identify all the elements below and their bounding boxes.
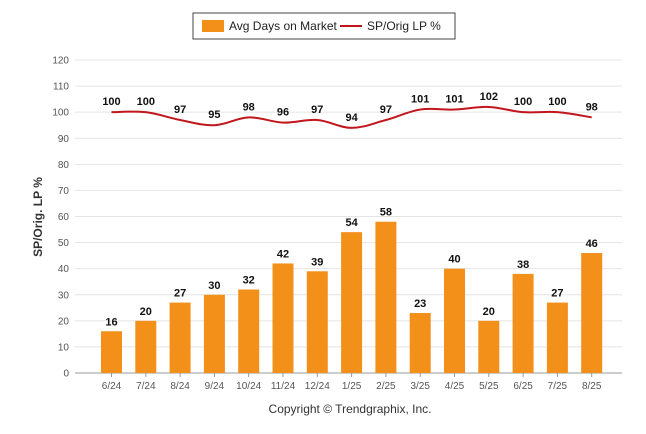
bar-value-label: 27 (551, 288, 563, 300)
bar-value-label: 42 (277, 248, 289, 260)
x-tick-label: 4/25 (445, 381, 465, 392)
bar-value-label: 58 (380, 207, 392, 219)
bar-value-label: 30 (208, 280, 220, 292)
bar-value-label: 27 (174, 288, 186, 300)
bar (375, 221, 397, 373)
bar (272, 263, 294, 373)
bar (409, 313, 431, 373)
bar-series (101, 221, 603, 373)
y-tick-label: 110 (53, 82, 69, 93)
line-value-label: 96 (277, 107, 289, 119)
x-tick-label: 11/24 (271, 381, 296, 392)
data-labels: 16 20 27 30 32 42 39 54 58 23 40 20 38 27 46 100 100 97 95… (102, 91, 598, 328)
bar (203, 294, 225, 373)
x-tick-label: 12/24 (305, 381, 330, 392)
x-tick-label: 8/25 (582, 381, 602, 392)
y-tick-label: 100 (52, 108, 69, 119)
y-tick-label: 0 (63, 369, 69, 380)
legend-box (192, 12, 456, 40)
bar-value-label: 23 (414, 298, 426, 310)
line-value-label: 95 (208, 109, 220, 121)
y-tick-label: 40 (58, 264, 70, 275)
line-value-label: 97 (380, 104, 392, 116)
bar (101, 331, 122, 373)
line-value-label: 97 (311, 104, 323, 116)
line-value-label: 100 (137, 96, 155, 108)
y-tick-label: 90 (58, 134, 70, 145)
bar-value-label: 32 (243, 275, 255, 287)
bar (238, 289, 260, 373)
bar (512, 273, 534, 373)
x-tick-label: 1/25 (342, 381, 362, 392)
line-value-label: 100 (548, 96, 566, 108)
line-value-label: 102 (480, 91, 498, 103)
y-tick-label: 120 (52, 56, 69, 67)
line-series (111, 105, 592, 129)
bar-value-label: 20 (483, 306, 495, 318)
x-tick-label: 6/24 (102, 381, 122, 392)
line-value-label: 94 (345, 112, 358, 124)
x-tick-label: 3/25 (410, 381, 430, 392)
legend: Avg Days on Market SP/Orig LP % (192, 12, 456, 40)
y-tick-label: 30 (58, 290, 70, 301)
bar-value-label: 40 (448, 254, 460, 266)
bar-value-label: 38 (517, 259, 529, 271)
bar (169, 302, 191, 373)
legend-bar-swatch (202, 20, 224, 32)
bar (135, 320, 157, 373)
line-value-label: 101 (445, 94, 463, 106)
x-tick-label: 5/25 (479, 381, 499, 392)
x-tick-label: 10/24 (236, 381, 261, 392)
y-axis-title: SP/Orig. LP % (31, 177, 45, 257)
line-value-label: 101 (411, 94, 429, 106)
x-tick-label: 7/25 (548, 381, 568, 392)
bar (306, 271, 328, 373)
bar-value-label: 39 (311, 256, 323, 268)
line-value-label: 100 (514, 96, 532, 108)
bar (341, 232, 363, 373)
line-value-label: 98 (243, 101, 255, 113)
y-tick-label: 10 (58, 342, 70, 353)
x-tick-label: 8/24 (170, 381, 190, 392)
x-tick-label: 7/24 (136, 381, 156, 392)
x-tick-label: 9/24 (205, 381, 225, 392)
y-tick-label: 50 (58, 238, 70, 249)
bar-value-label: 54 (345, 217, 358, 229)
line-value-label: 98 (586, 101, 598, 113)
line-value-label: 100 (102, 96, 120, 108)
line-value-label: 97 (174, 104, 186, 116)
bar (581, 253, 603, 373)
y-tick-label: 60 (58, 212, 70, 223)
line-series-path (111, 105, 592, 129)
bar (444, 268, 465, 373)
bar (478, 320, 500, 373)
x-tick-label: 2/25 (376, 381, 396, 392)
legend-label-line: SP/Orig LP % (367, 19, 441, 33)
x-tick-label: 6/25 (513, 381, 533, 392)
legend-label-bar: Avg Days on Market (229, 19, 337, 33)
copyright-text: Copyright © Trendgraphix, Inc. (269, 402, 432, 416)
y-tick-label: 80 (58, 160, 70, 171)
bar-value-label: 16 (105, 316, 117, 328)
bar (546, 302, 568, 373)
y-tick-label: 20 (58, 316, 70, 327)
bar-value-label: 20 (140, 306, 152, 318)
bar-value-label: 46 (586, 238, 598, 250)
y-tick-label: 70 (58, 186, 70, 197)
